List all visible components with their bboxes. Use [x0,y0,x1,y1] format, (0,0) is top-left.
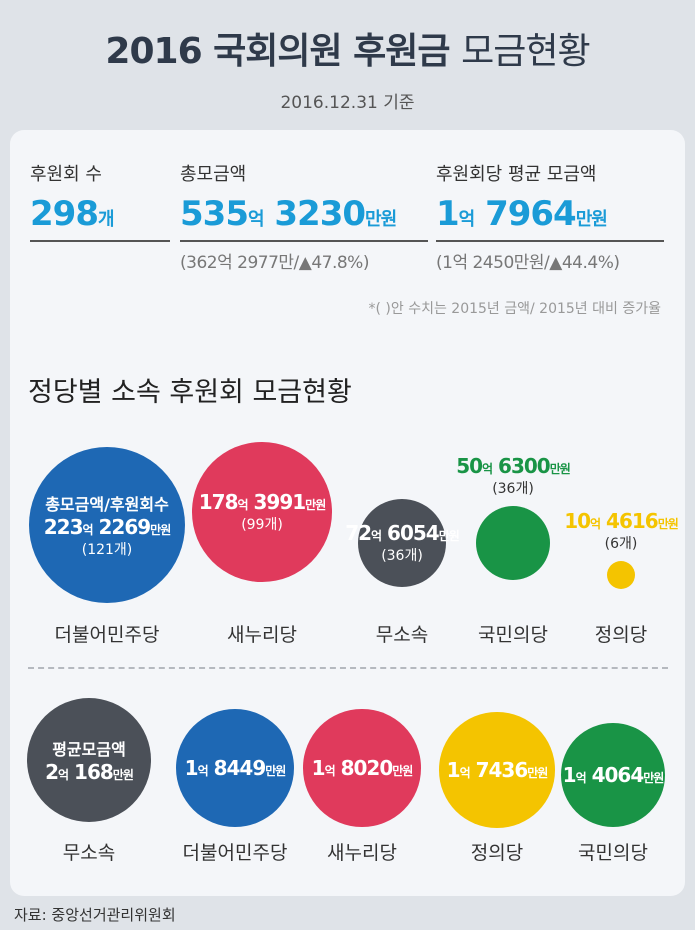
stat-total-prev: (362억 2977만/▲47.8%) [180,253,369,273]
bubble-0 [27,698,151,822]
bubble-value: 223억 2269만원 [43,515,172,539]
bubble-legend-label: 총모금액/후원회수 [45,495,169,514]
source-label: 자료: 중앙선거관리위원회 [14,906,176,924]
stat-average-prev: (1억 2450만원/▲44.4%) [436,253,620,273]
stat-average: 후원회당 평균 모금액 1억 7964만원 (1억 2450만원/▲44.4%) [436,160,664,273]
bubble-value: 1억 7436만원 [446,758,549,782]
party-label-0: 무소속 [62,842,116,864]
bubble-2 [357,498,447,588]
bubble-value: 72억 6054만원 [345,521,460,545]
stat-average-label: 후원회당 평균 모금액 [436,164,597,185]
party-label-0: 더불어민주당 [54,624,160,646]
page-title: 2016 국회의원 후원금 모금현황 [0,22,695,74]
bubble-label-4: 1억 4064만원 [562,763,665,787]
bubble-count: (36개) [492,480,534,497]
bubble-count: (99개) [241,517,283,533]
bubble-3 [475,505,551,581]
bubble-label-0: 총모금액/후원회수 223억 2269만원 (121개) [43,491,172,559]
bubble-value: 1억 8449만원 [184,756,287,780]
stat-average-value: 1억 7964만원 [436,194,608,234]
bubble-label-1: 178억 3991만원 (99개) [198,490,327,534]
bubble-value: 1억 4064만원 [562,763,665,787]
bubble-0 [29,447,185,603]
party-label-1: 더불어민주당 [182,842,288,864]
party-label-2: 무소속 [375,624,429,646]
stat-total-value: 535억 3230만원 [180,194,397,234]
bubble-label-1: 1억 8449만원 [184,756,287,780]
bubble-1 [175,708,295,828]
section-title: 정당별 소속 후원회 모금현황 [28,377,352,408]
bubble-label-2: 72억 6054만원 (36개) [345,521,460,565]
party-label-4: 국민의당 [578,842,648,864]
bubble-value: 178억 3991만원 [198,490,327,514]
divider [28,667,668,669]
stat-average-underline [436,240,664,242]
party-label-2: 새누리당 [327,842,397,864]
party-label-3: 국민의당 [478,624,548,646]
bubble-3 [439,712,555,828]
bubble-label-3: 1억 7436만원 [446,758,549,782]
bubble-label-0: 평균모금액 2억 168만원 [45,736,134,784]
bubble-legend-label: 평균모금액 [52,740,126,759]
party-label-4: 정의당 [594,624,648,646]
bubble-label-3: 50억 6300만원 (36개) [456,453,571,498]
title-bold: 2016 국회의원 후원금 [105,31,450,72]
bubble-count: (121개) [81,542,133,558]
bubble-value: 10억 4616만원 [564,509,679,533]
stat-total: 총모금액 535억 3230만원 (362억 2977만/▲47.8%) [180,160,428,273]
stat-count: 후원회 수 298개 [30,160,170,242]
bubble-2 [303,709,421,827]
bubble-value: 1억 8020만원 [311,756,414,780]
bubble-4 [561,723,665,827]
bubble-value: 50억 6300만원 [456,453,571,478]
stat-count-underline [30,240,170,242]
stat-count-label: 후원회 수 [30,164,102,185]
date-label: 2016.12.31 기준 [280,93,415,113]
footnote: *( )안 수치는 2015년 금액/ 2015년 대비 증가율 [368,301,662,317]
title-light: 모금현황 [461,31,590,72]
stat-total-underline [180,240,428,242]
bubble-label-4: 10억 4616만원 (6개) [564,509,679,553]
stat-total-label: 총모금액 [180,164,247,185]
bubble-4 [607,561,635,589]
bubble-value: 2억 168만원 [45,760,134,784]
bubble-count: (6개) [604,536,638,552]
party-label-1: 새누리당 [227,624,297,646]
party-label-3: 정의당 [470,842,524,864]
stat-count-value: 298개 [30,194,115,234]
bubble-count: (36개) [381,548,423,564]
bubble-label-2: 1억 8020만원 [311,756,414,780]
bubble-1 [192,442,332,582]
